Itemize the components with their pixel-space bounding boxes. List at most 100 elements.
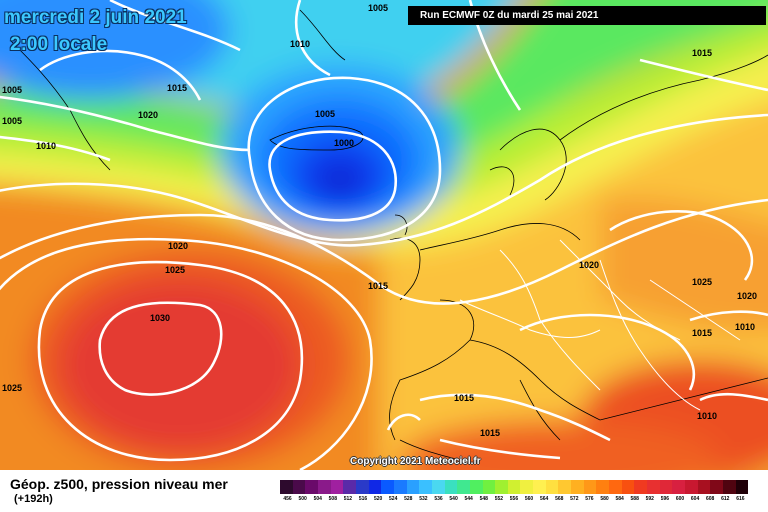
forecast-time: 2:00 locale: [10, 34, 108, 55]
color-swatch: [343, 480, 356, 494]
color-swatch: [722, 480, 736, 494]
isobar-label: 1015: [368, 281, 388, 291]
color-swatch: [406, 480, 420, 494]
isobar-label: 1020: [168, 241, 188, 251]
color-swatch: [672, 480, 685, 494]
scale-label: 528: [404, 496, 413, 502]
color-swatch: [381, 480, 394, 494]
color-swatch: [495, 480, 508, 494]
isobar-label: 1015: [454, 393, 474, 403]
legend-bar: Géop. z500, pression niveau mer (+192h) …: [0, 470, 768, 512]
color-swatch: [444, 480, 458, 494]
scale-label: 552: [494, 496, 504, 502]
isobar-label: 1020: [138, 110, 158, 120]
isobar-label: 1020: [737, 291, 757, 301]
color-swatch: [697, 480, 711, 494]
scale-label: 520: [373, 496, 383, 502]
map-canvas: 1005 1010 1015 1005 1015 1020 1005 1005 1010 1000…: [0, 0, 768, 470]
scale-label: 512: [343, 496, 353, 502]
scale-label: 500: [298, 496, 307, 502]
color-swatch: [355, 480, 369, 494]
isobar-label: 1005: [2, 116, 22, 126]
color-scale-labels: 456 500 504 508 512 516 520 524 528 532 536 540 544 5…: [280, 494, 748, 504]
scale-label: 572: [570, 496, 579, 502]
isobar-label: 1015: [167, 83, 187, 93]
isobar-label: 1010: [735, 322, 755, 332]
isobar-label: 1005: [2, 85, 22, 95]
scale-label: 524: [389, 496, 398, 502]
color-swatch: [368, 480, 382, 494]
isobar-label: 1030: [150, 313, 170, 323]
color-swatch: [330, 480, 344, 494]
color-swatch: [457, 480, 470, 494]
color-swatch: [710, 480, 723, 494]
copyright: Copyright 2021 Meteociel.fr: [350, 456, 481, 467]
color-swatch: [596, 480, 610, 494]
scale-label: 504: [313, 496, 322, 502]
color-swatch: [609, 480, 622, 494]
isobar-label: 1015: [692, 328, 712, 338]
isobar-label: 1025: [165, 265, 185, 275]
scale-label: 516: [358, 496, 368, 502]
color-swatch: [571, 480, 584, 494]
run-info: Run ECMWF 0Z du mardi 25 mai 2021: [408, 6, 766, 25]
color-swatch: [393, 480, 407, 494]
isobar-label: 1010: [290, 39, 310, 49]
lead-time: (+192h): [14, 493, 53, 505]
scale-label: 580: [600, 496, 609, 502]
scale-label: 592: [645, 496, 654, 502]
color-swatch: [317, 480, 331, 494]
color-swatch: [507, 480, 521, 494]
color-swatch: [419, 480, 432, 494]
scale-label: 560: [524, 496, 534, 502]
scale-label: 568: [555, 496, 564, 502]
color-swatch: [482, 480, 496, 494]
isobar-label: 1005: [315, 109, 335, 119]
scale-label: 564: [539, 496, 549, 502]
color-swatch: [647, 480, 660, 494]
scale-label: 584: [615, 496, 624, 502]
color-swatch: [520, 480, 534, 494]
isobar-labels: 1005 1010 1015 1005 1015 1020 1005 1005 1010 1000…: [2, 3, 757, 438]
color-swatch: [685, 480, 698, 494]
isobar-label: 1025: [2, 383, 22, 393]
scale-label: 604: [690, 496, 700, 502]
field-title: Géop. z500, pression niveau mer: [10, 476, 228, 492]
color-scale-swatches: [280, 480, 749, 494]
isobar-label: 1000: [334, 138, 354, 148]
scale-label: 608: [706, 496, 715, 502]
color-swatch: [545, 480, 559, 494]
color-scale: 456 500 504 508 512 516 520 524 528 532 536 540 544 5…: [280, 480, 749, 508]
scale-label: 544: [464, 496, 473, 502]
scale-label: 536: [434, 496, 443, 502]
scale-label: 540: [449, 496, 458, 502]
color-swatch: [280, 480, 293, 494]
scale-label: 576: [585, 496, 594, 502]
scale-label: 612: [721, 496, 730, 502]
isobar-label: 1025: [692, 277, 712, 287]
scale-label: 600: [675, 496, 685, 502]
color-swatch: [634, 480, 648, 494]
scale-label: 556: [509, 496, 519, 502]
scale-label: 588: [630, 496, 639, 502]
color-swatch: [469, 480, 483, 494]
isobars: [0, 0, 768, 470]
isobar-label: 1005: [368, 3, 388, 13]
weather-map: 1005 1010 1015 1005 1015 1020 1005 1005 1010 1000…: [0, 0, 768, 470]
color-swatch: [431, 480, 445, 494]
isobar-label: 1015: [480, 428, 500, 438]
color-swatch: [292, 480, 306, 494]
isobar-label: 1010: [36, 141, 56, 151]
scale-label: 596: [660, 496, 670, 502]
color-swatch: [659, 480, 673, 494]
scale-label: 616: [736, 496, 745, 502]
isobar-label: 1015: [692, 48, 712, 58]
color-swatch: [558, 480, 572, 494]
isobar-label: 1020: [579, 260, 599, 270]
color-swatch: [583, 480, 597, 494]
color-swatch: [621, 480, 635, 494]
color-swatch: [533, 480, 546, 494]
scale-label: 508: [328, 496, 337, 502]
scale-label: 456: [283, 496, 292, 502]
color-swatch: [735, 480, 749, 494]
